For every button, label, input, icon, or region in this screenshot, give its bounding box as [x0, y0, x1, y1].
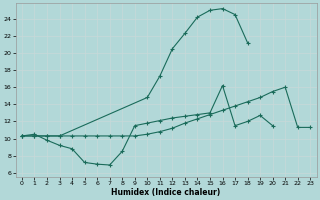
X-axis label: Humidex (Indice chaleur): Humidex (Indice chaleur) [111, 188, 221, 197]
